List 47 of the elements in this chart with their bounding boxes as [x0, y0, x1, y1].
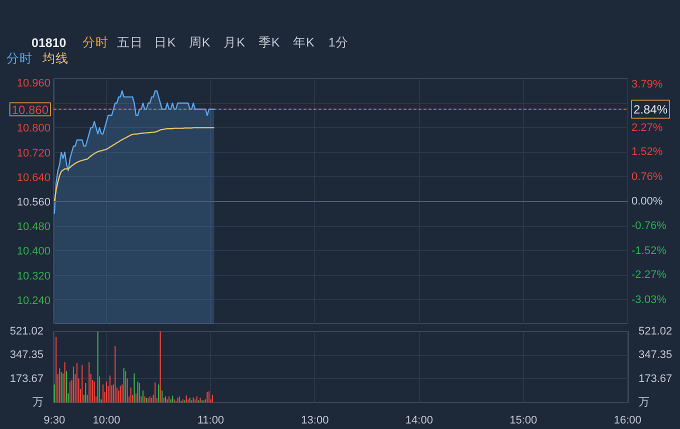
x-tick-label: 15:00: [510, 414, 538, 426]
y2-tick-label: -1.52%: [632, 244, 667, 257]
y-tick-label: 10.960: [16, 78, 51, 90]
y2-tick-label: 347.35: [638, 349, 672, 362]
text: 季K: [258, 36, 280, 50]
y-tick-label: 10.560: [16, 196, 51, 208]
y2-tick-label: 1.52%: [632, 146, 663, 158]
y2-tick-label: 万: [638, 396, 650, 408]
y-tick-label: 10.320: [16, 270, 51, 282]
y-tick-label: 347.35: [10, 349, 44, 362]
text: 年K: [293, 36, 316, 50]
y-tick-label: 521.02: [10, 326, 44, 338]
text: 分时: [6, 52, 32, 66]
x-tick-label: 10:00: [92, 414, 120, 426]
text: 月K: [224, 36, 246, 50]
y2-tick-label: 173.67: [638, 372, 672, 385]
x-tick-label: 16:00: [614, 414, 642, 426]
y-tick-label: 10.480: [16, 221, 51, 234]
y-tick-label: 万: [32, 396, 44, 408]
y-tick-label: 10.800: [16, 122, 51, 135]
text: 五日: [117, 36, 144, 50]
y2-tick-label: -3.03%: [632, 294, 667, 306]
text: 周K: [188, 36, 211, 50]
text: 分时: [82, 36, 108, 50]
y2-tick-label: 3.79%: [632, 78, 663, 90]
y-tick-label: 10.400: [16, 246, 51, 258]
y2-tick-label: -0.76%: [632, 220, 667, 232]
y2-tick-label: 521.02: [638, 326, 672, 338]
annotation: 2.84%: [634, 102, 668, 116]
x-tick-label: 11:00: [197, 414, 224, 426]
x-tick-label: 14:00: [405, 414, 433, 426]
chart-title: 01810: [32, 36, 66, 50]
y2-tick-label: 0.00%: [632, 196, 663, 208]
text: 均线: [42, 52, 68, 66]
y-tick-label: 10.640: [16, 172, 51, 184]
y-tick-label: 10.240: [16, 294, 51, 307]
x-tick-label: 9:30: [44, 414, 66, 426]
x-tick-label: 13:00: [301, 414, 329, 426]
y-tick-label: 173.67: [10, 372, 44, 385]
text: 1分: [328, 36, 348, 50]
text: 日K: [154, 36, 176, 50]
y2-tick-label: 2.27%: [632, 122, 663, 134]
ref-line-label: 10.860: [12, 102, 49, 117]
y2-tick-label: 0.76%: [632, 170, 663, 183]
line-series: [54, 127, 215, 202]
y-tick-label: 10.720: [16, 147, 51, 160]
y2-tick-label: -2.27%: [632, 269, 667, 282]
